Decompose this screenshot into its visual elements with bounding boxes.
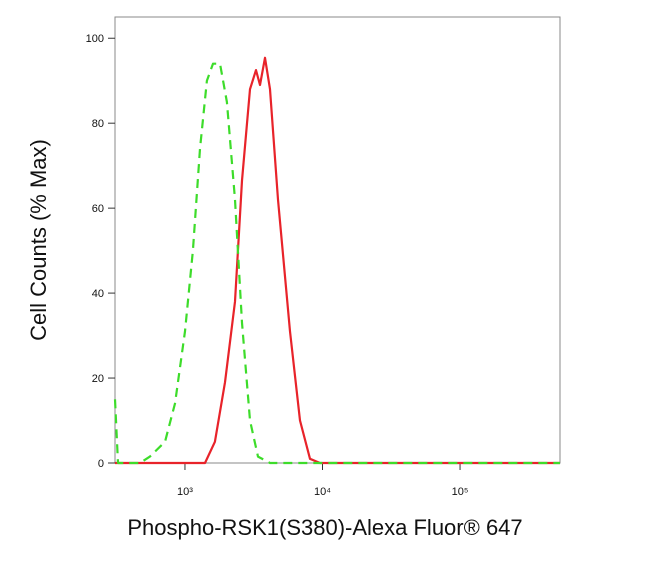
x-tick-label: 10⁴ [314, 486, 331, 498]
y-tick-label: 100 [86, 33, 104, 45]
y-axis-title: Cell Counts (% Max) [26, 139, 51, 341]
series-line [115, 56, 560, 465]
y-tick-label: 0 [98, 458, 104, 470]
x-axis-title: Phospho-RSK1(S380)-Alexa Fluor® 647 [127, 515, 522, 540]
y-tick-label: 60 [92, 203, 104, 215]
y-tick-label: 80 [92, 118, 104, 130]
plot-frame [114, 16, 561, 464]
x-tick-label: 10³ [177, 486, 193, 498]
y-tick-label: 20 [92, 373, 104, 385]
y-tick-label: 40 [92, 288, 104, 300]
series-line [113, 62, 560, 465]
x-tick-label: 10⁵ [452, 486, 469, 498]
